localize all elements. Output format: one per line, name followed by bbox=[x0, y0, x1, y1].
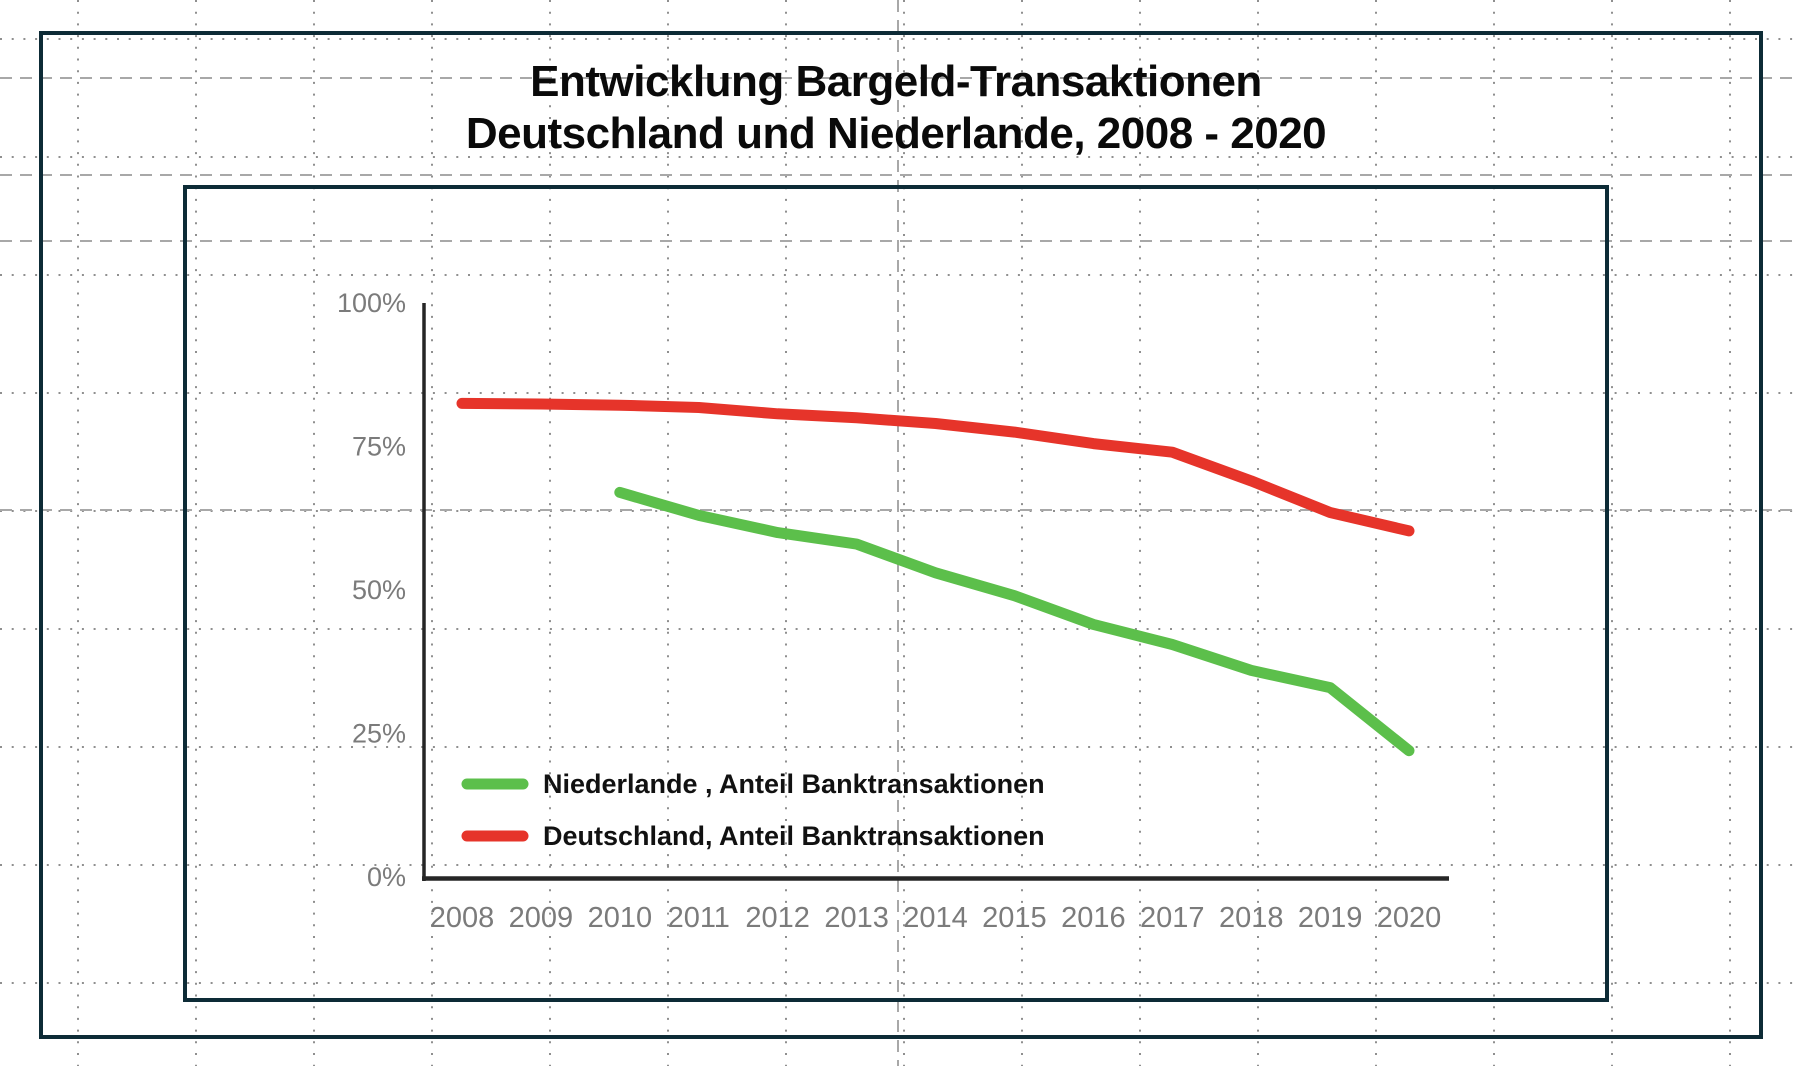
x-tick-label: 2010 bbox=[588, 902, 653, 934]
series-line-deutschland bbox=[456, 397, 1415, 537]
y-tick-label: 0% bbox=[367, 862, 406, 892]
x-tick-label: 2013 bbox=[824, 902, 889, 934]
x-tick-label: 2009 bbox=[509, 902, 574, 934]
chart-border-rectangle bbox=[183, 185, 1609, 1002]
y-tick-label: 25% bbox=[352, 719, 406, 749]
x-tick-label: 2016 bbox=[1061, 902, 1126, 934]
chart-title-line1: Entwicklung Bargeld-Transaktionen bbox=[530, 57, 1262, 106]
x-tick-label: 2020 bbox=[1377, 902, 1442, 934]
chart-title: Entwicklung Bargeld-Transaktionen Deutsc… bbox=[196, 56, 1596, 160]
x-tick-label: 2015 bbox=[982, 902, 1047, 934]
x-tick-label: 2011 bbox=[668, 902, 730, 934]
y-tick-label: 50% bbox=[352, 575, 406, 605]
x-tick-label: 2018 bbox=[1219, 902, 1284, 934]
x-tick-label: 2008 bbox=[430, 902, 495, 934]
y-tick-label: 100% bbox=[337, 288, 406, 318]
outer-border-rectangle bbox=[39, 31, 1763, 1039]
x-tick-label: 2014 bbox=[903, 902, 968, 934]
x-tick-label: 2019 bbox=[1298, 902, 1363, 934]
series-line-niederlande bbox=[614, 486, 1415, 757]
y-tick-label: 75% bbox=[352, 432, 406, 462]
legend-label-deutschland: Deutschland, Anteil Banktransaktionen bbox=[543, 821, 1045, 851]
x-tick-label: 2017 bbox=[1140, 902, 1205, 934]
legend-label-niederlande: Niederlande , Anteil Banktransaktionen bbox=[543, 769, 1045, 799]
x-tick-label: 2012 bbox=[745, 902, 810, 934]
chart-title-line2: Deutschland und Niederlande, 2008 - 2020 bbox=[465, 109, 1327, 158]
